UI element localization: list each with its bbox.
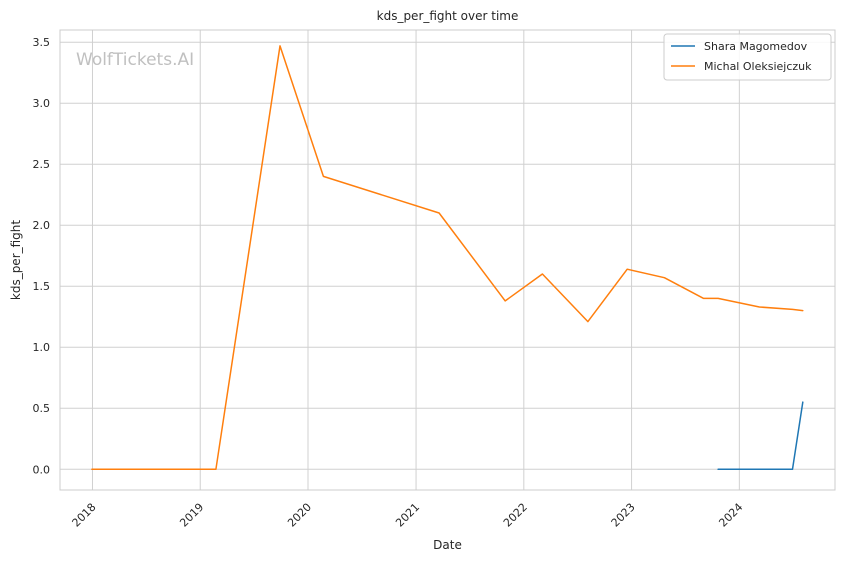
legend: Shara Magomedov Michal Oleksiejczuk [663, 33, 832, 81]
watermark: WolfTickets.AI [76, 50, 194, 70]
x-axis-label: Date [433, 538, 462, 552]
legend-label: Shara Magomedov [704, 40, 808, 53]
series-line [717, 401, 804, 471]
x-tick-label: 2021 [393, 501, 422, 530]
y-tick-label: 1.0 [33, 341, 51, 354]
y-tick-label: 0.0 [33, 463, 51, 476]
grid [60, 30, 835, 490]
x-tick-label: 2018 [70, 501, 99, 530]
y-tick-label: 3.5 [33, 36, 51, 49]
series-line [91, 45, 804, 471]
y-tick-label: 1.5 [33, 280, 51, 293]
y-axis-label: kds_per_fight [9, 220, 23, 301]
series-layer [91, 45, 804, 471]
y-tick-label: 2.0 [33, 219, 51, 232]
y-tick-label: 0.5 [33, 402, 51, 415]
y-tick-label: 3.0 [33, 97, 51, 110]
x-tick-label: 2023 [609, 501, 638, 530]
plot-frame [59, 29, 836, 491]
tick-labels: 0.0 0.5 1.0 1.5 2.0 2.5 3.0 3.5 2018 2019 2020 2021… [33, 36, 746, 529]
x-tick-label: 2019 [177, 501, 206, 530]
y-tick-label: 2.5 [33, 158, 51, 171]
x-tick-label: 2020 [285, 501, 314, 530]
chart-title: kds_per_fight over time [377, 9, 519, 23]
legend-box [663, 33, 832, 81]
legend-label: Michal Oleksiejczuk [704, 60, 812, 73]
x-tick-label: 2022 [501, 501, 530, 530]
x-tick-label: 2024 [716, 501, 745, 530]
